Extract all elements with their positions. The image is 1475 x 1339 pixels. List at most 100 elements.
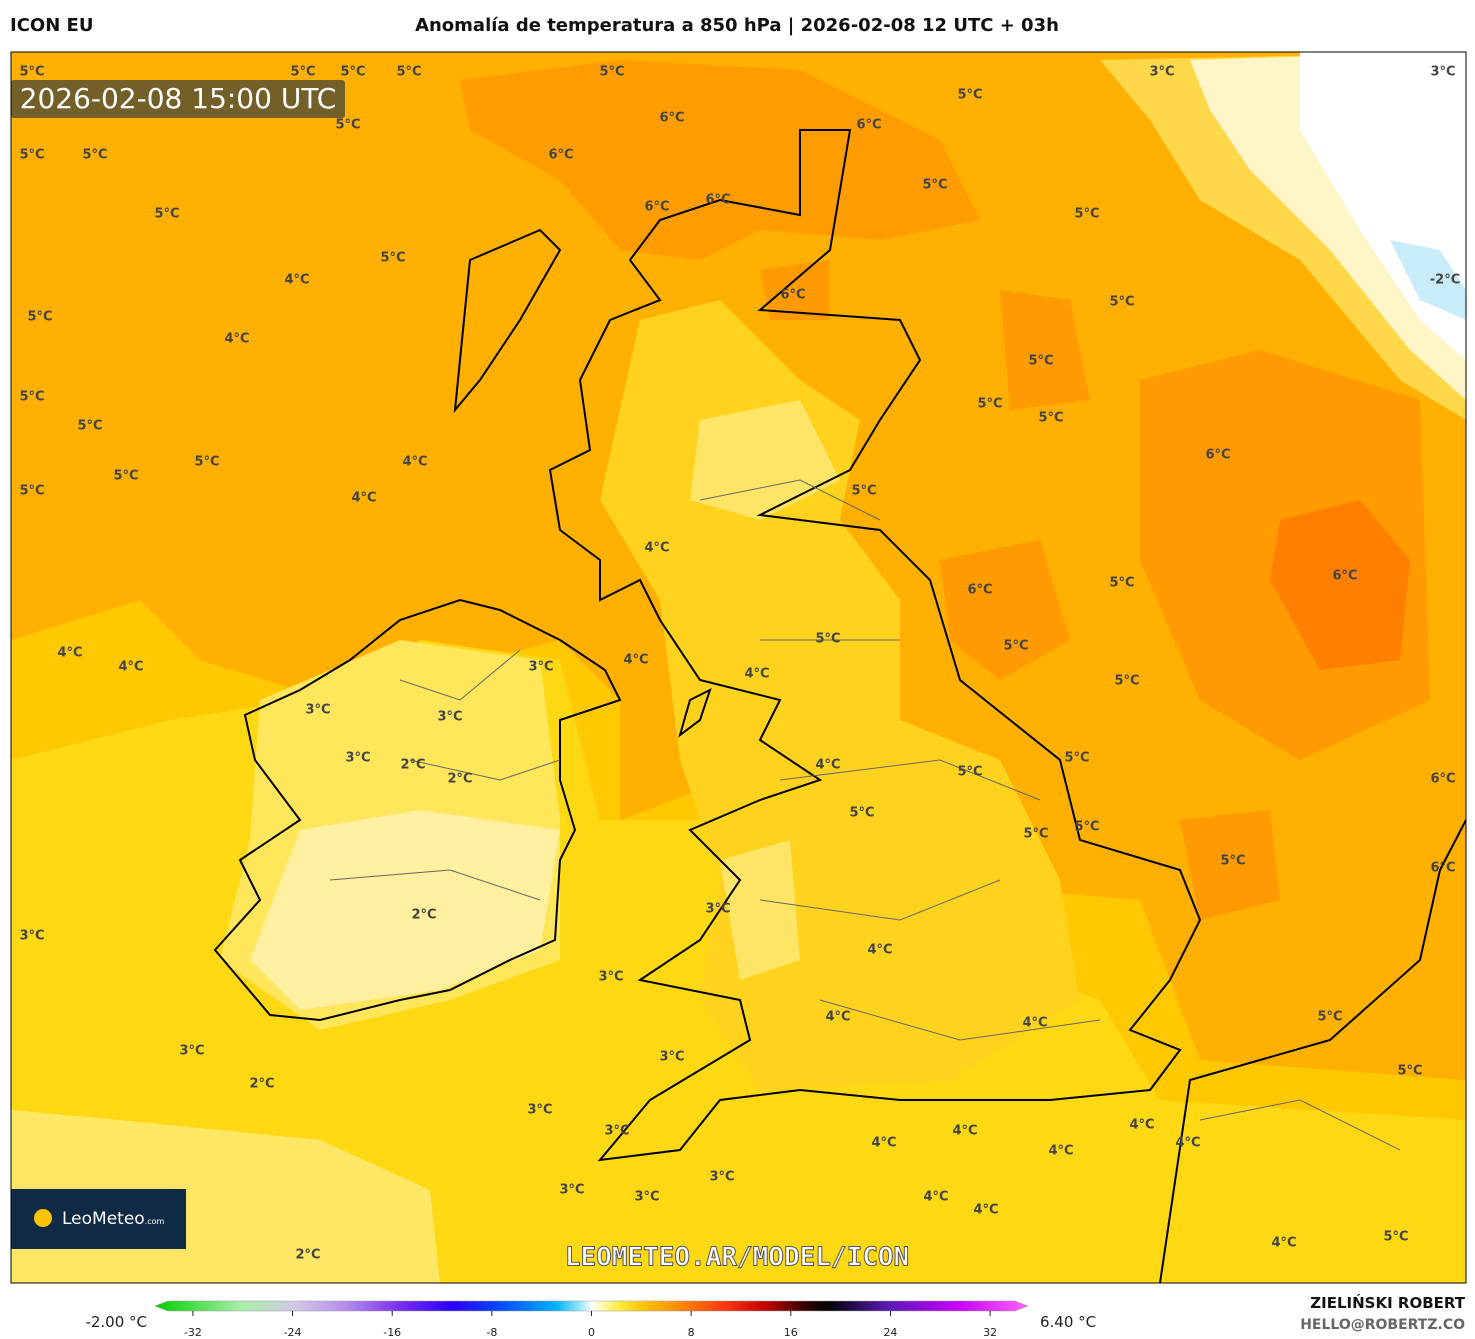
contour-label: 4°C — [744, 667, 769, 682]
contour-label: 3°C — [604, 1124, 629, 1139]
contour-label: 5°C — [1317, 1010, 1342, 1025]
contour-label: 4°C — [1048, 1144, 1073, 1159]
contour-label: 5°C — [1397, 1064, 1422, 1079]
field-orange-core — [1270, 500, 1410, 670]
colorbar-tick-label: -16 — [383, 1326, 401, 1339]
contour-label: 4°C — [973, 1203, 998, 1218]
credit-author: ZIELIŃSKI ROBERT — [1310, 1293, 1465, 1312]
field-orange-n — [460, 60, 980, 260]
colorbar-tick-label: 24 — [883, 1326, 897, 1339]
contour-label: 6°C — [1430, 772, 1455, 787]
contour-label: 4°C — [1271, 1236, 1296, 1251]
contour-label: 6°C — [1205, 448, 1230, 463]
contour-label: 3°C — [528, 660, 553, 675]
contour-label: 5°C — [1114, 674, 1139, 689]
timestamp: 2026-02-08 15:00 UTC — [20, 82, 337, 115]
contour-label: 6°C — [548, 148, 573, 163]
field-ireland-pale — [250, 810, 560, 1010]
contour-label: 6°C — [1332, 569, 1357, 584]
contour-label: 5°C — [922, 178, 947, 193]
contour-label: 5°C — [849, 806, 874, 821]
contour-label: 5°C — [19, 484, 44, 499]
contour-label: 4°C — [815, 758, 840, 773]
contour-label: 6°C — [705, 193, 730, 208]
contour-label: 6°C — [644, 200, 669, 215]
contour-label: 5°C — [957, 765, 982, 780]
border-lines — [329, 479, 1401, 1151]
coast-gb — [548, 129, 1202, 1162]
contour-label: 5°C — [82, 148, 107, 163]
contour-label: 2°C — [249, 1077, 274, 1092]
contour-label: 5°C — [194, 455, 219, 470]
contour-label: 3°C — [659, 1050, 684, 1065]
colorbar-tick-label: -8 — [486, 1326, 497, 1339]
logo-name: LeoMeteo — [62, 1209, 145, 1229]
model-name: ICON EU — [10, 15, 93, 36]
coast-islands — [453, 228, 712, 738]
contour-label: 3°C — [305, 703, 330, 718]
contour-label: 3°C — [345, 751, 370, 766]
colorbar-min: -2.00 °C — [85, 1313, 147, 1331]
contour-label: 3°C — [179, 1044, 204, 1059]
field-ne-blue — [1390, 240, 1466, 320]
contour-label: 2°C — [447, 772, 472, 787]
logo-suffix: .com — [145, 1217, 165, 1226]
logo: LeoMeteo.com — [62, 1209, 165, 1229]
contour-label: 4°C — [623, 653, 648, 668]
field-orange-patches — [760, 260, 1280, 920]
contour-label: 4°C — [351, 491, 376, 506]
contour-label: 5°C — [599, 65, 624, 80]
contour-label: 6°C — [856, 118, 881, 133]
contour-label: 5°C — [396, 65, 421, 80]
contour-label: 3°C — [705, 902, 730, 917]
contour-label: 3°C — [709, 1170, 734, 1185]
borders — [329, 479, 1401, 1151]
contour-label: 5°C — [1109, 576, 1134, 591]
contour-label: 5°C — [851, 484, 876, 499]
contour-label: 5°C — [154, 207, 179, 222]
map: 5°C 5°C 5°C 5°C 5°C 3°C 3°C 5°C 5°C 6°C 6°C 5°C 5°C 6… — [11, 52, 1466, 1283]
contour-label: 4°C — [644, 541, 669, 556]
contour-label: 5°C — [113, 469, 138, 484]
contour-label: 3°C — [19, 929, 44, 944]
colorbar-tick-label: 0 — [588, 1326, 595, 1339]
contour-label: 4°C — [871, 1136, 896, 1151]
contour-label: 5°C — [957, 88, 982, 103]
contour-label: 5°C — [290, 65, 315, 80]
contour-label: 4°C — [952, 1124, 977, 1139]
contour-label: 4°C — [57, 646, 82, 661]
contour-label: 5°C — [977, 397, 1002, 412]
colorbar-tick-label: 32 — [983, 1326, 997, 1339]
contour-label: 3°C — [559, 1183, 584, 1198]
contour-label: 3°C — [437, 710, 462, 725]
colorbar-tick-label: -32 — [184, 1326, 202, 1339]
contour-label: 5°C — [335, 118, 360, 133]
colorbar-tick-label: 8 — [688, 1326, 695, 1339]
contour-label: 4°C — [867, 943, 892, 958]
contour-label: 5°C — [19, 148, 44, 163]
contour-label: 5°C — [19, 65, 44, 80]
contour-label: 5°C — [1038, 411, 1063, 426]
contour-label: 4°C — [923, 1190, 948, 1205]
colorbar: -2.00 °C 6.40 °C -32 -24 -16 -8 0 8 16 24 32 — [85, 1300, 1096, 1339]
contour-label: 3°C — [1149, 65, 1174, 80]
coast-continent — [1159, 819, 1466, 1283]
colorbar-tick-label: -24 — [284, 1326, 302, 1339]
map-frame — [10, 51, 1467, 1284]
colorbar-scale — [154, 1300, 1029, 1312]
contour-label: 2°C — [400, 758, 425, 773]
contour-label: 4°C — [224, 332, 249, 347]
contour-label: 6°C — [659, 111, 684, 126]
watermark: LEOMETEO.AR/MODEL/ICON — [565, 1243, 909, 1273]
contour-label: 3°C — [634, 1190, 659, 1205]
coastlines — [213, 129, 1466, 1283]
contour-label: 2°C — [411, 908, 436, 923]
contour-label: 4°C — [1129, 1118, 1154, 1133]
contour-label: 5°C — [1109, 295, 1134, 310]
contour-label: 4°C — [1022, 1016, 1047, 1031]
contour-label: 4°C — [825, 1010, 850, 1025]
contour-label: 6°C — [780, 288, 805, 303]
contour-label: -2°C — [1430, 273, 1460, 288]
